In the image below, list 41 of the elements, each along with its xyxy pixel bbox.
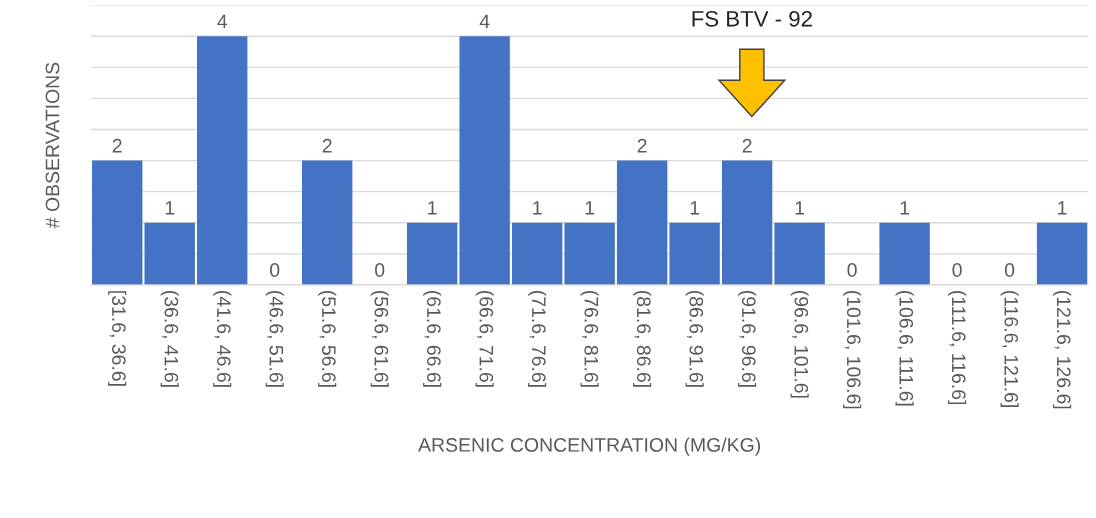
data-label: 1 <box>900 201 910 215</box>
x-tick-label: (66.6, 71.6] <box>475 290 494 387</box>
data-label: 2 <box>637 138 647 153</box>
x-tick-label: (86.6, 91.6] <box>685 290 704 387</box>
data-label: 0 <box>270 263 280 277</box>
annotation: FS BTV - 92 <box>692 10 812 27</box>
x-tick-label: (46.6, 51.6] <box>265 290 284 387</box>
x-tick-label: (91.6, 96.6] <box>738 290 757 387</box>
data-label: 4 <box>479 14 490 29</box>
data-label: 1 <box>585 201 595 215</box>
data-label: 1 <box>533 201 542 215</box>
data-label: 1 <box>690 201 700 215</box>
x-tick-label: (111.6, 116.6] <box>948 290 967 405</box>
x-tick-label: (81.6, 86.6] <box>633 290 652 387</box>
x-tick-label: (106.6, 111.6] <box>895 290 914 406</box>
x-tick-label: (36.6, 41.6] <box>160 290 179 387</box>
x-tick-label: (121.6, 126.6] <box>1053 290 1072 409</box>
data-label: 2 <box>322 138 332 153</box>
x-tick-label: (96.6, 101.6] <box>790 290 809 398</box>
x-tick-label: (56.6, 61.6] <box>370 290 389 387</box>
data-label: 4 <box>217 14 228 29</box>
x-tick-label: (41.6, 46.6] <box>213 290 232 387</box>
x-tick-label: (116.6, 121.6] <box>1000 290 1019 407</box>
data-label: 1 <box>795 201 805 215</box>
x-tick-label: [31.6, 36.6] <box>108 291 127 386</box>
data-label: 2 <box>112 138 122 153</box>
x-tick-label: (101.6, 106.6] <box>843 290 862 409</box>
x-tick-label: (76.6, 81.6] <box>580 290 599 387</box>
data-label: 1 <box>165 201 175 215</box>
data-label: 0 <box>847 263 857 277</box>
data-label: 0 <box>952 263 962 277</box>
x-tick-label: (61.6, 66.6] <box>423 290 442 387</box>
x-tick-label: (51.6, 56.6] <box>318 290 337 387</box>
data-label: 0 <box>375 263 385 277</box>
data-label: 1 <box>1058 201 1067 215</box>
x-tick-label: (71.6, 76.6] <box>528 290 547 387</box>
y-axis-title: # OBSERVATIONS <box>45 62 60 229</box>
data-label: 0 <box>1004 263 1015 277</box>
data-label: 1 <box>428 201 437 215</box>
data-label: 2 <box>742 138 752 153</box>
x-axis-title: ARSENIC CONCENTRATION (MG/KG) <box>418 437 761 456</box>
